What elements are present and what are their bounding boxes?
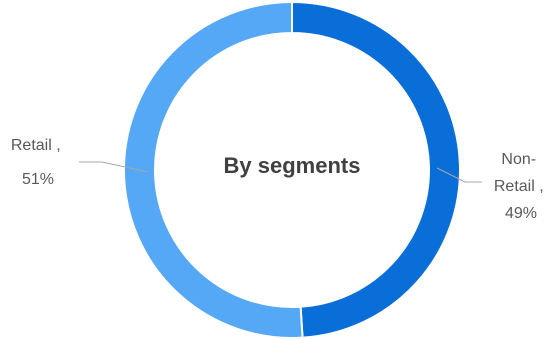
slice-label-retail: Retail , 51% (11, 137, 65, 188)
leader-lines (79, 161, 482, 183)
leader-line-non-retail (436, 167, 482, 183)
leader-line-retail (79, 161, 149, 173)
chart-title: By segments (224, 153, 361, 178)
slice-label-non-retail-line2: Retail , (494, 178, 544, 195)
donut-slices (123, 0, 461, 339)
slice-label-non-retail: Non- Retail , 49% (494, 151, 548, 222)
slice-value-non-retail: 49% (505, 205, 537, 222)
slice-label-non-retail-line1: Non- (501, 151, 536, 168)
slice-retail (123, 0, 304, 339)
slice-value-retail: 51% (22, 171, 54, 188)
slice-label-retail-line1: Retail , (11, 137, 61, 154)
